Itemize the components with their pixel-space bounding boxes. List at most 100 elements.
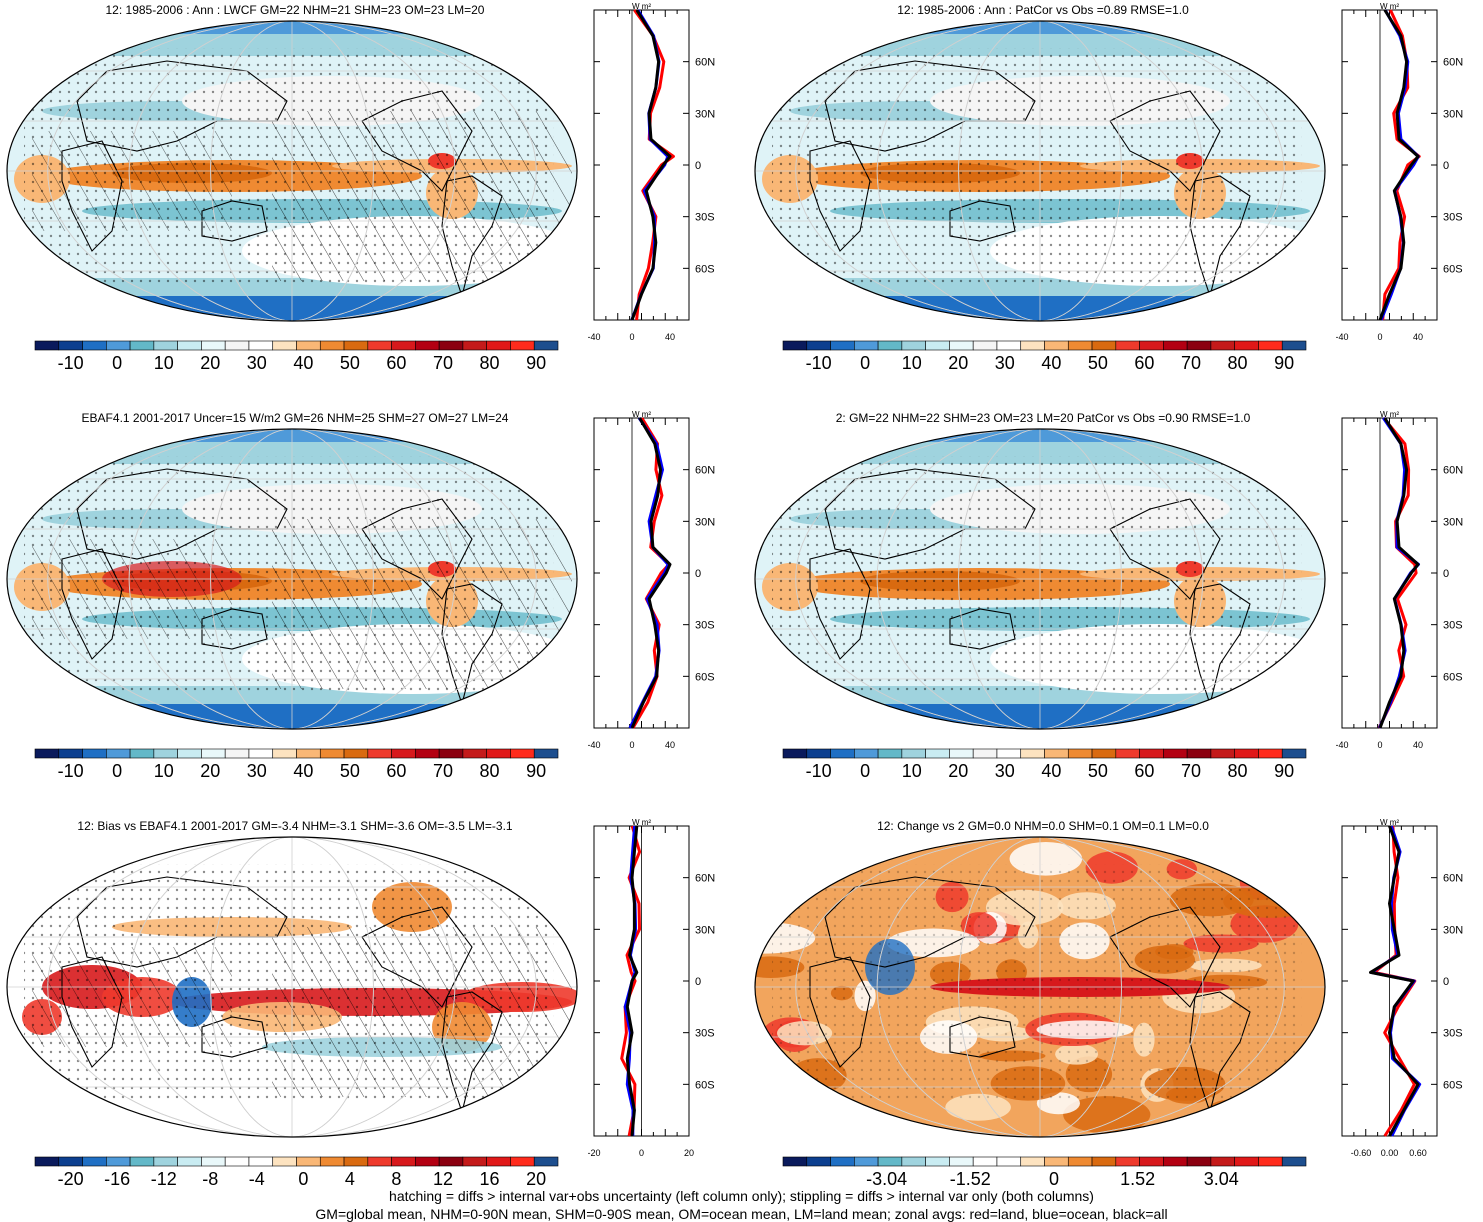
colorbar-swatch [1092,749,1116,758]
caption-line-1: hatching = diffs > internal var+obs unce… [0,1188,1483,1204]
colorbar-tick-label: 16 [480,1169,500,1190]
caption-line-2: GM=global mean, NHM=0-90N mean, SHM=0-90… [0,1206,1483,1222]
colorbar-tick-label: -12 [151,1169,177,1190]
colorbar-swatch [926,341,950,350]
colorbar-tick-label: -3.04 [866,1169,907,1190]
colorbar-tick-label: 1.52 [1120,1169,1155,1190]
lat-tick-label: 30N [695,108,715,120]
colorbar-tick-label: 70 [1181,353,1201,374]
colorbar-swatch [1068,341,1092,350]
colorbar-swatch [59,1157,83,1166]
colorbar-swatch [973,749,997,758]
colorbar-tick-label: 30 [995,353,1015,374]
zonal-unit-label: W m² [1380,410,1399,419]
colorbar-swatch [201,341,225,350]
colorbar-swatch [368,749,392,758]
colorbar-swatch [534,1157,558,1166]
colorbar-swatch [902,341,926,350]
colorbar-swatch [1116,1157,1140,1166]
colorbar-swatch [35,1157,59,1166]
colorbar-swatch [439,749,463,758]
colorbar-tick-label: 30 [995,761,1015,782]
colorbar-swatch [1092,1157,1116,1166]
colorbar-swatch [831,1157,855,1166]
colorbar-tick-label: 70 [1181,761,1201,782]
colorbar-swatch [1282,749,1306,758]
colorbar-swatch [130,1157,154,1166]
lat-tick-label: 30S [1443,1028,1463,1040]
panel-p5: 12: Bias vs EBAF4.1 2001-2017 GM=-3.4 NH… [0,816,735,1216]
colorbar-swatch [392,749,416,758]
colorbar-swatch [783,749,807,758]
colorbar-swatch [510,749,534,758]
colorbar [782,1156,1309,1169]
colorbar-swatch [807,749,831,758]
colorbar-tick-label: 4 [345,1169,355,1190]
colorbar-swatch [344,749,368,758]
lat-tick-label: 0 [695,160,701,172]
colorbar-swatch [949,749,973,758]
colorbar-swatch [1163,1157,1187,1166]
colorbar [34,340,561,353]
lat-tick-label: 30N [695,516,715,528]
colorbar-tick-label: 12 [433,1169,453,1190]
colorbar-swatch [487,1157,511,1166]
colorbar [34,748,561,761]
lat-tick-label: 60N [695,873,715,885]
zonal-x-tick-label: 0 [639,1148,644,1158]
panel-title: 12: 1985-2006 : Ann : LWCF GM=22 NHM=21 … [0,3,590,17]
colorbar-swatch [297,749,321,758]
lat-tick-label: 30N [1443,516,1463,528]
zonal-x-tick-label: 20 [684,1148,694,1158]
colorbar-swatch [35,749,59,758]
colorbar-swatch [997,1157,1021,1166]
lat-tick-label: 30N [1443,924,1463,936]
map-plot [752,18,1332,328]
colorbar-swatch [1282,341,1306,350]
lat-tick-label: 0 [695,568,701,580]
colorbar-swatch [926,749,950,758]
colorbar-swatch [1021,341,1045,350]
zonal-x-tick-label: 0 [629,332,634,342]
colorbar [34,1156,561,1169]
colorbar-swatch [415,749,439,758]
colorbar-swatch [59,749,83,758]
lat-tick-label: 30N [695,924,715,936]
zonal-unit-label: W m² [632,818,651,827]
zonal-x-tick-label: -20 [588,1148,601,1158]
zonal-unit-label: W m² [632,2,651,11]
colorbar-tick-label: -1.52 [950,1169,991,1190]
colorbar-swatch [463,341,487,350]
colorbar-swatch [487,749,511,758]
colorbar-swatch [392,341,416,350]
colorbar-swatch [831,749,855,758]
map-plot [752,834,1332,1144]
lat-tick-label: 60N [1443,57,1463,69]
zonal-x-tick-label: -40 [588,332,601,342]
colorbar-tick-label: 50 [1088,353,1108,374]
lat-tick-label: 30N [1443,108,1463,120]
colorbar-swatch [831,341,855,350]
colorbar-swatch [59,341,83,350]
colorbar-swatch [973,1157,997,1166]
panel-p6: 12: Change vs 2 GM=0.0 NHM=0.0 SHM=0.1 O… [748,816,1483,1216]
colorbar-swatch [902,1157,926,1166]
panel-p1: 12: 1985-2006 : Ann : LWCF GM=22 NHM=21 … [0,0,735,400]
colorbar-swatch [807,341,831,350]
colorbar-tick-label: 20 [200,761,220,782]
panel-title: 12: Change vs 2 GM=0.0 NHM=0.0 SHM=0.1 O… [748,819,1338,833]
colorbar-swatch [130,341,154,350]
colorbar-swatch [297,341,321,350]
colorbar-tick-label: 60 [386,353,406,374]
colorbar-swatch [249,1157,273,1166]
colorbar-swatch [1140,1157,1164,1166]
lat-tick-label: 30S [695,1028,715,1040]
colorbar-tick-label: 20 [526,1169,546,1190]
colorbar-swatch [415,1157,439,1166]
lat-tick-label: 0 [1443,160,1449,172]
lat-tick-label: 0 [1443,976,1449,988]
colorbar-swatch [1140,341,1164,350]
panel-title: 2: GM=22 NHM=22 SHM=23 OM=23 LM=20 PatCo… [748,411,1338,425]
